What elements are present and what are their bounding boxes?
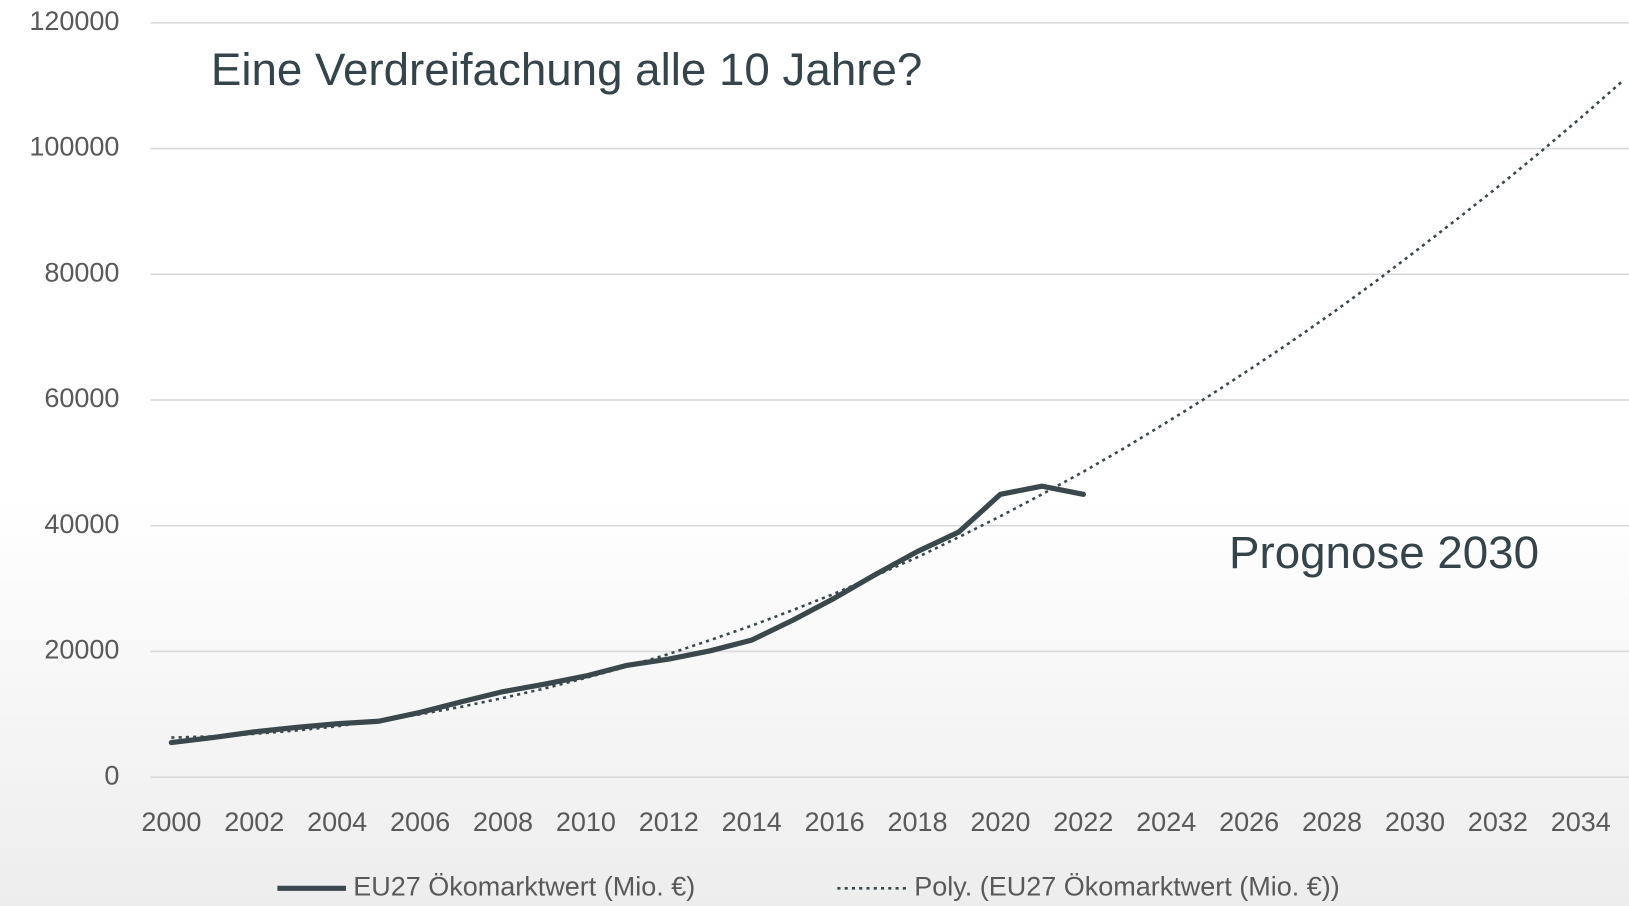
y-tick-label: 20000 (44, 635, 119, 665)
x-tick-label: 2026 (1219, 807, 1279, 837)
x-tick-label: 2002 (224, 807, 284, 837)
legend-label: Poly. (EU27 Ökomarktwert (Mio. €)) (914, 871, 1340, 901)
legend-label: EU27 Ökomarktwert (Mio. €) (353, 871, 695, 901)
annotation: Eine Verdreifachung alle 10 Jahre? (211, 44, 922, 95)
y-tick-label: 0 (104, 760, 119, 790)
x-tick-label: 2010 (556, 807, 616, 837)
y-tick-label: 60000 (44, 383, 119, 413)
x-tick-label: 2004 (307, 807, 367, 837)
y-tick-label: 100000 (29, 132, 119, 162)
annotation: Prognose 2030 (1229, 527, 1539, 578)
x-tick-label: 2000 (141, 807, 201, 837)
x-tick-label: 2032 (1468, 807, 1528, 837)
x-tick-label: 2008 (473, 807, 533, 837)
x-tick-label: 2018 (887, 807, 947, 837)
x-tick-label: 2030 (1385, 807, 1445, 837)
y-tick-label: 40000 (44, 509, 119, 539)
series-line (171, 80, 1624, 739)
x-tick-label: 2016 (805, 807, 865, 837)
series-line (168, 483, 1086, 746)
x-tick-label: 2024 (1136, 807, 1196, 837)
x-tick-label: 2006 (390, 807, 450, 837)
x-tick-label: 2014 (722, 807, 782, 837)
x-tick-label: 2012 (639, 807, 699, 837)
y-tick-label: 120000 (29, 6, 119, 36)
y-tick-label: 80000 (44, 257, 119, 287)
x-tick-label: 2028 (1302, 807, 1362, 837)
x-tick-label: 2034 (1551, 807, 1611, 837)
x-tick-label: 2020 (970, 807, 1030, 837)
x-tick-label: 2022 (1053, 807, 1113, 837)
